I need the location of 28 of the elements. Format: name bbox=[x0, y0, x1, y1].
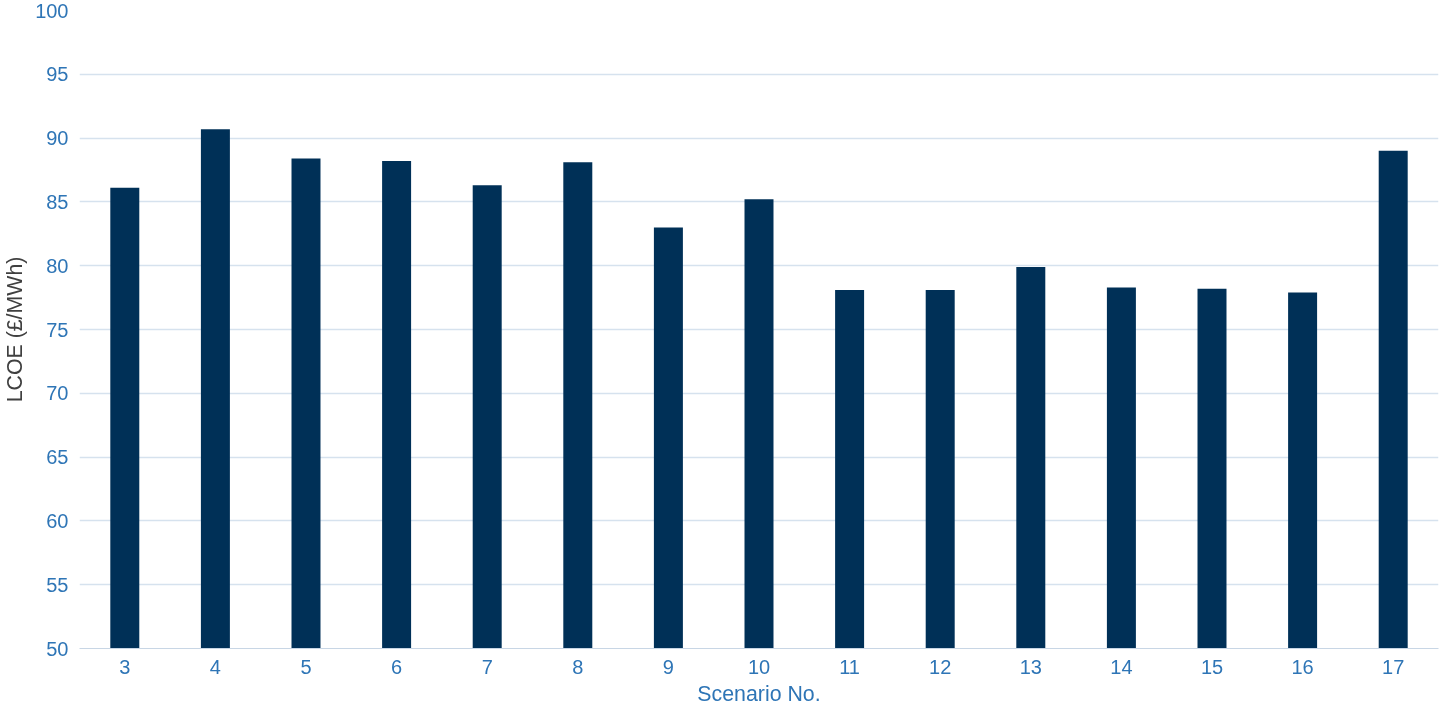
x-tick-label: 9 bbox=[662, 655, 674, 678]
x-tick-label: 7 bbox=[481, 655, 493, 678]
x-tick-label: 16 bbox=[1291, 655, 1314, 678]
y-tick-label: 85 bbox=[46, 190, 69, 213]
y-tick-label: 65 bbox=[46, 446, 69, 469]
x-tick-label: 17 bbox=[1382, 655, 1405, 678]
y-tick-label: 60 bbox=[46, 509, 69, 532]
x-tick-label: 5 bbox=[300, 655, 312, 678]
y-tick-label: 50 bbox=[46, 637, 69, 660]
y-tick-label: 95 bbox=[46, 63, 69, 86]
y-tick-label: 100 bbox=[35, 0, 69, 22]
x-tick-label: 15 bbox=[1200, 655, 1224, 678]
x-tick-label: 3 bbox=[119, 655, 131, 678]
x-axis-title: Scenario No. bbox=[697, 681, 821, 706]
x-tick-label: 11 bbox=[839, 655, 860, 678]
x-tick-label: 12 bbox=[929, 655, 952, 678]
x-tick-label: 13 bbox=[1019, 655, 1042, 678]
x-tick-label: 6 bbox=[391, 655, 403, 678]
x-tick-label: 4 bbox=[209, 655, 221, 678]
x-tick-label: 10 bbox=[747, 655, 771, 678]
y-tick-label: 75 bbox=[46, 318, 69, 341]
y-axis-title: LCOE (£/MWh) bbox=[3, 256, 28, 403]
x-tick-label: 8 bbox=[572, 655, 584, 678]
y-tick-label: 70 bbox=[46, 382, 69, 405]
y-tick-label: 80 bbox=[46, 254, 69, 277]
y-tick-label: 55 bbox=[46, 573, 69, 596]
y-tick-label: 90 bbox=[46, 127, 69, 150]
x-tick-label: 14 bbox=[1110, 655, 1133, 678]
